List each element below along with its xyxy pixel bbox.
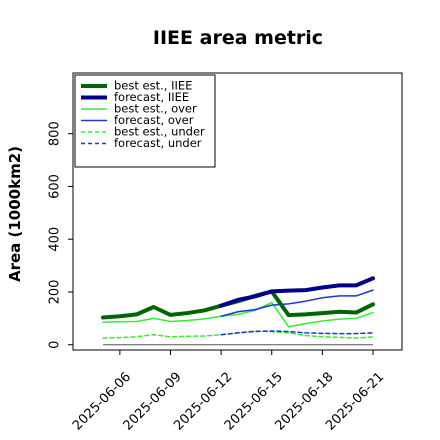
y-tick-label: 600 bbox=[48, 174, 63, 199]
legend-label: best est., IIEE bbox=[114, 79, 192, 93]
legend-label: best est., under bbox=[114, 125, 205, 139]
series-line-best-est-over bbox=[102, 301, 374, 328]
legend-label: best est., over bbox=[114, 102, 197, 116]
chart-title: IIEE area metric bbox=[153, 27, 323, 49]
series-line-forecast-over bbox=[220, 289, 374, 317]
y-axis: 0 200 400 600 800 bbox=[48, 121, 73, 349]
x-axis: 2025-06-062025-06-092025-06-122025-06-15… bbox=[70, 350, 387, 434]
legend-label: forecast, under bbox=[114, 136, 202, 150]
y-tick-label: 400 bbox=[48, 227, 63, 252]
y-tick-label: 800 bbox=[48, 121, 63, 146]
legend-label: forecast, IIEE bbox=[114, 90, 189, 104]
series-line-best-est-under bbox=[102, 330, 374, 339]
y-tick-label: 0 bbox=[48, 341, 63, 349]
y-axis-label: Area (1000km2) bbox=[6, 146, 24, 282]
series-layer bbox=[101, 276, 375, 346]
series-line-forecast-iiee bbox=[219, 276, 375, 308]
series-line-forecast-under bbox=[220, 330, 374, 336]
legend-label: forecast, over bbox=[114, 113, 194, 127]
y-tick-label: 200 bbox=[48, 280, 63, 305]
plot-frame bbox=[72, 72, 403, 351]
